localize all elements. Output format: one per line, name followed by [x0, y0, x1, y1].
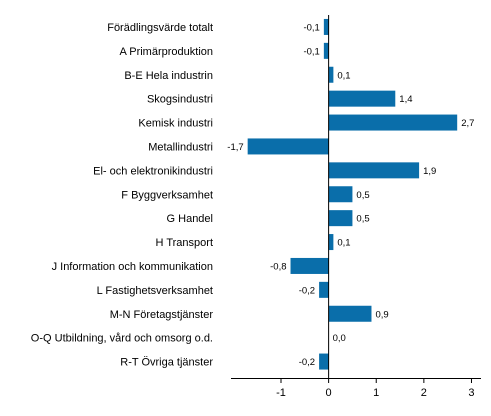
- value-label: -0,1: [303, 46, 319, 57]
- value-label: -0,8: [270, 261, 286, 272]
- value-label: 0,0: [333, 333, 346, 344]
- bar: [328, 90, 396, 107]
- bar: [290, 257, 329, 274]
- x-tick-label: 2: [421, 387, 427, 399]
- category-labels: Förädlingsvärde totalt A Primärproduktion…: [31, 22, 214, 369]
- x-tick-label: 3: [468, 387, 474, 399]
- bar: [323, 42, 329, 59]
- category-label: O-Q Utbildning, vård och omsorg o.d.: [31, 333, 213, 345]
- bar: [319, 281, 329, 298]
- bar: [328, 305, 372, 322]
- value-label: -0,1: [303, 22, 319, 33]
- x-tick-label: -1: [276, 387, 286, 399]
- value-label: 0,1: [337, 70, 350, 81]
- x-tick-label: 1: [373, 387, 379, 399]
- value-label: -0,2: [299, 285, 315, 296]
- category-label: J Information och kommunikation: [52, 261, 213, 273]
- value-label: -0,2: [299, 357, 315, 368]
- x-tick-label: 0: [326, 387, 332, 399]
- value-label: 2,7: [461, 118, 474, 129]
- value-label: -1,7: [227, 142, 243, 153]
- bar: [319, 353, 329, 370]
- value-label: 0,9: [375, 309, 388, 320]
- category-label: B-E Hela industrin: [124, 70, 213, 82]
- bar: [328, 186, 353, 203]
- category-label: L Fastighetsverksamhet: [97, 285, 213, 297]
- x-axis: -1 0 1 2 3: [231, 15, 481, 399]
- value-label: 1,9: [423, 166, 436, 177]
- value-labels: -0,1 -0,1 0,1 1,4 2,7 -1,7 1,9 0,5 0,5 0,1 -0,8 -0,…: [227, 22, 474, 368]
- category-label: M-N Företagstjänster: [110, 309, 214, 321]
- bar: [328, 210, 353, 227]
- value-label: 0,1: [337, 238, 350, 249]
- bars: [247, 18, 458, 370]
- category-label: R-T Övriga tjänster: [120, 357, 213, 369]
- bar: [328, 66, 334, 83]
- bar: [323, 18, 329, 35]
- bar: [328, 114, 458, 131]
- bar: [247, 138, 329, 155]
- value-label: 1,4: [399, 94, 412, 105]
- category-label: H Transport: [156, 237, 213, 249]
- category-label: Metallindustri: [148, 141, 213, 153]
- category-label: El- och elektronikindustri: [93, 165, 213, 177]
- category-label: G Handel: [167, 213, 213, 225]
- bar: [328, 234, 334, 251]
- value-label: 0,5: [356, 190, 369, 201]
- category-label: Skogsindustri: [147, 94, 213, 106]
- category-label: A Primärproduktion: [119, 46, 213, 58]
- category-label: Kemisk industri: [138, 118, 213, 130]
- category-label: F Byggverksamhet: [121, 189, 213, 201]
- category-label: Förädlingsvärde totalt: [107, 22, 213, 34]
- value-label: 0,5: [356, 214, 369, 225]
- bar: [328, 162, 420, 179]
